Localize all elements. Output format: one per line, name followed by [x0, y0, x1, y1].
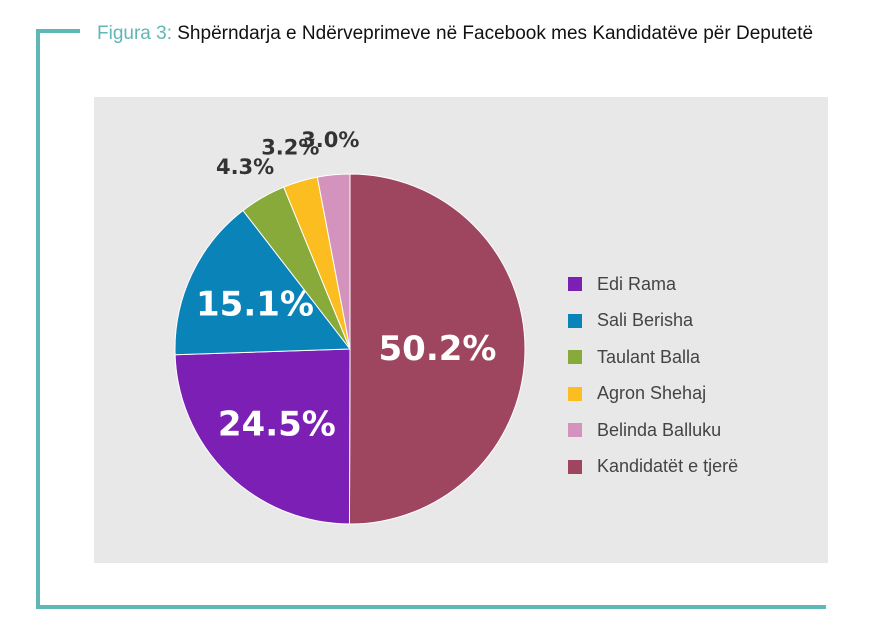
legend-swatch	[568, 277, 582, 292]
legend-swatch	[568, 313, 582, 328]
figure-title-text: Shpërndarja e Ndërveprimeve në Facebook …	[171, 23, 814, 44]
legend-label: Agron Shehaj	[597, 383, 707, 404]
frame-border-top	[36, 29, 80, 33]
legend-label: Kandidatët e tjerë	[597, 456, 739, 477]
figure-label: Figura 3:	[97, 23, 172, 44]
data-label: 3.2%	[261, 136, 319, 160]
pie-slice-sali-berisha	[174, 209, 351, 356]
pie-slice-belinda-balluku	[316, 173, 351, 350]
legend-label: Belinda Balluku	[597, 419, 722, 440]
legend-label: Sali Berisha	[597, 310, 694, 331]
data-label: 4.3%	[216, 155, 274, 179]
legend-item: Kandidatët e tjerë	[568, 449, 738, 486]
legend-item: Taulant Balla	[568, 339, 738, 376]
legend-swatch	[568, 459, 582, 474]
pie-slice-kandidat-t-e-tjer-	[348, 173, 526, 525]
frame-border-left	[36, 29, 40, 609]
legend-swatch	[568, 350, 582, 365]
data-label: 15.1%	[196, 284, 314, 324]
legend-item: Agron Shehaj	[568, 376, 738, 413]
data-label: 24.5%	[218, 404, 336, 444]
frame-border-bottom	[36, 605, 826, 609]
legend-label: Taulant Balla	[597, 346, 701, 367]
legend-item: Belinda Balluku	[568, 412, 738, 449]
chart-legend: Edi Rama Sali Berisha Taulant Balla Agron S…	[568, 266, 738, 485]
data-label: 3.0%	[301, 128, 359, 152]
legend-label: Edi Rama	[597, 273, 677, 294]
pie-slice-edi-rama	[174, 348, 351, 525]
figure-title: Figura 3: Shpërndarja e Ndërveprimeve në…	[97, 20, 817, 48]
legend-item: Sali Berisha	[568, 303, 738, 340]
legend-swatch	[568, 386, 582, 401]
legend-item: Edi Rama	[568, 266, 738, 303]
data-label: 50.2%	[379, 329, 497, 369]
legend-swatch	[568, 423, 582, 438]
